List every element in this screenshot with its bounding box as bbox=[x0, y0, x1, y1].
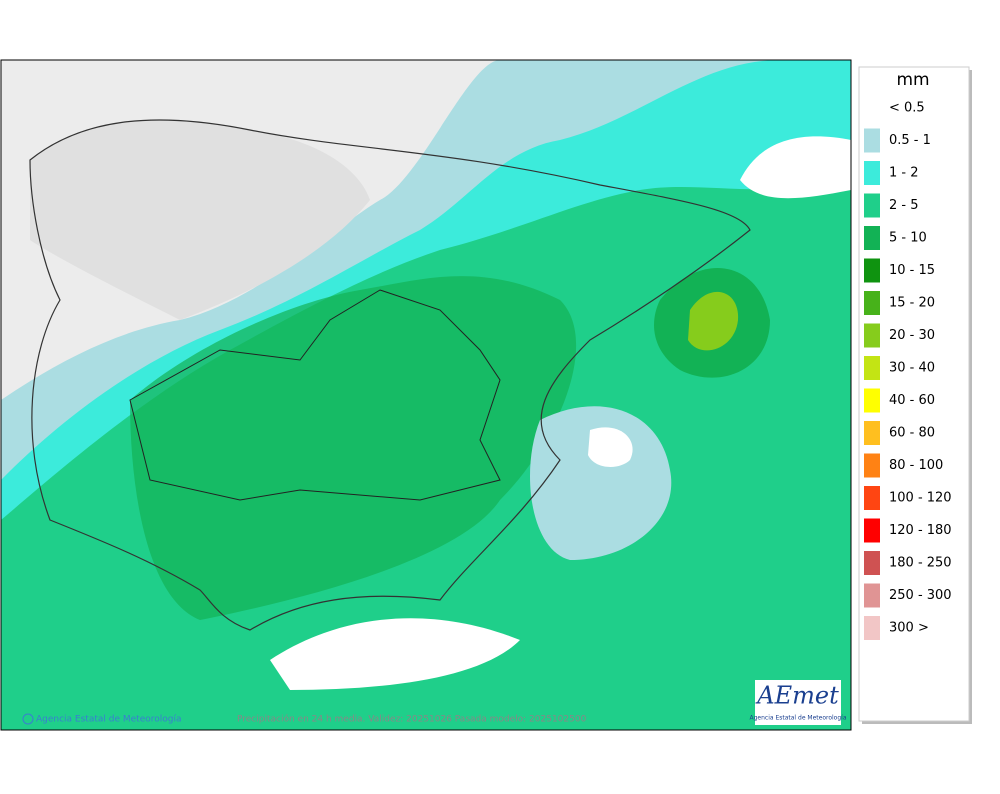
legend-swatch bbox=[864, 583, 880, 608]
legend-swatch bbox=[864, 518, 880, 543]
legend-swatch bbox=[864, 193, 880, 218]
legend-label: 5 - 10 bbox=[889, 231, 927, 246]
legend-swatch bbox=[864, 551, 880, 575]
legend-swatch bbox=[864, 616, 880, 640]
legend-label: 180 - 250 bbox=[889, 556, 952, 571]
legend-label: 100 - 120 bbox=[889, 491, 952, 506]
legend-label: 15 - 20 bbox=[889, 296, 935, 311]
legend-label: 30 - 40 bbox=[889, 361, 935, 376]
legend-swatch bbox=[864, 486, 880, 510]
legend-swatch bbox=[864, 128, 880, 153]
legend-label: 10 - 15 bbox=[889, 263, 935, 278]
copyright-icon bbox=[22, 713, 34, 725]
footer-caption: Precipitación en 24 h media. Validez: 20… bbox=[237, 714, 587, 725]
legend-label: 250 - 300 bbox=[889, 588, 952, 603]
legend-swatch bbox=[864, 388, 880, 413]
legend-label: 1 - 2 bbox=[889, 166, 919, 181]
legend-label: 60 - 80 bbox=[889, 426, 935, 441]
legend-label: 80 - 100 bbox=[889, 458, 943, 473]
legend-label: 0.5 - 1 bbox=[889, 133, 931, 148]
logo-box bbox=[755, 680, 841, 725]
legend-swatch bbox=[864, 161, 880, 185]
legend-label: 120 - 180 bbox=[889, 523, 952, 538]
legend-label: 40 - 60 bbox=[889, 393, 935, 408]
legend-swatch bbox=[864, 258, 880, 283]
map bbox=[1, 60, 851, 730]
legend-swatch bbox=[864, 323, 880, 348]
legend-swatch bbox=[864, 356, 880, 380]
legend-label: 20 - 30 bbox=[889, 328, 935, 343]
legend-swatch bbox=[864, 291, 880, 315]
logo-subtitle: Agencia Estatal de Meteorología bbox=[750, 715, 847, 722]
legend-title: mm bbox=[896, 70, 929, 90]
legend-swatch bbox=[864, 421, 880, 445]
legend-swatch bbox=[864, 453, 880, 478]
legend-label: < 0.5 bbox=[889, 101, 925, 116]
logo-name: AEmet bbox=[755, 682, 839, 710]
map-frame bbox=[0, 59, 852, 731]
legend-label: 2 - 5 bbox=[889, 198, 919, 213]
agency-credit: Agencia Estatal de Meteorología bbox=[36, 715, 182, 725]
legend-swatch bbox=[864, 226, 880, 250]
legend-items: < 0.5 0.5 - 1 1 - 2 2 - 5 5 - 10 10 - 15 15 - … bbox=[864, 101, 952, 640]
legend-label: 300 > bbox=[889, 621, 929, 636]
